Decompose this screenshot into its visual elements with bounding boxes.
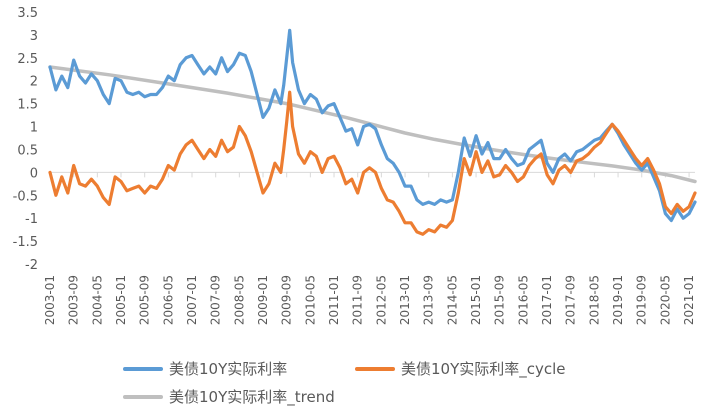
- x-tick-label: 2006-05: [161, 275, 175, 325]
- legend-label-cycle: 美债10Y实际利率_cycle: [401, 360, 566, 378]
- legend-item-real-rate: 美债10Y实际利率: [123, 358, 287, 379]
- x-tick-label: 2004-05: [90, 275, 104, 325]
- x-tick-label: 2011-01: [327, 275, 341, 325]
- series-line-trend: [48, 65, 697, 184]
- series-line-real-rate: [48, 28, 697, 223]
- x-tick-label: 2005-09: [138, 275, 152, 325]
- x-tick-label: 2015-01: [469, 275, 483, 325]
- x-tick-label: 2020-05: [658, 275, 672, 325]
- legend-item-trend: 美债10Y实际利率_trend: [123, 386, 335, 407]
- legend-item-cycle: 美债10Y实际利率_cycle: [355, 358, 566, 379]
- x-tick-label: 2005-01: [114, 275, 128, 325]
- y-tick-label: -1: [25, 212, 38, 227]
- x-tick-label: 2021-01: [682, 275, 696, 325]
- legend-swatch-cycle: [355, 366, 395, 371]
- x-tick-label: 2019-09: [635, 275, 649, 325]
- x-tick-label: 2019-01: [611, 275, 625, 325]
- line-chart: 3.532.521.510.50-0.5-1-1.5-2 2003-01 2003…: [13, 6, 697, 325]
- x-tick-label: 2003-01: [43, 275, 57, 325]
- x-tick-label: 2007-01: [185, 275, 199, 325]
- x-tick-label: 2014-05: [445, 275, 459, 325]
- x-tick-label: 2017-09: [564, 275, 578, 325]
- x-tick-label: 2010-05: [303, 275, 317, 325]
- legend-label-real-rate: 美债10Y实际利率: [169, 360, 288, 378]
- x-tick-label: 2015-09: [493, 275, 507, 325]
- series-layer: [48, 28, 697, 236]
- y-tick-label: -1.5: [13, 235, 38, 250]
- x-axis: 2003-01 2003-09 2004-05 2005-01 2005-09 2006-…: [43, 172, 696, 325]
- x-tick-label: 2008-05: [232, 275, 246, 325]
- y-tick-label: -0.5: [13, 189, 38, 204]
- y-tick-label: -2: [25, 258, 38, 273]
- x-tick-label: 2013-01: [398, 275, 412, 325]
- x-tick-label: 2012-05: [374, 275, 388, 325]
- x-tick-label: 2011-09: [351, 275, 365, 325]
- y-tick-label: 1: [30, 121, 38, 136]
- legend-swatch-trend: [123, 394, 163, 399]
- y-tick-label: 0.5: [17, 143, 38, 158]
- x-tick-label: 2017-01: [540, 275, 554, 325]
- x-tick-label: 2009-01: [256, 275, 270, 325]
- y-tick-label: 1.5: [17, 98, 38, 113]
- x-tick-label: 2013-09: [422, 275, 436, 325]
- x-tick-label: 2016-05: [516, 275, 530, 325]
- y-tick-label: 2: [30, 75, 38, 90]
- y-tick-label: 3.5: [17, 6, 38, 21]
- x-tick-label: 2018-05: [587, 275, 601, 325]
- y-axis: 3.5 3 2.5 2 1.5 1 0.5 0 -0.5 -1 -1.5 -2: [13, 6, 38, 273]
- y-tick-label: 2.5: [17, 52, 38, 67]
- series-line-cycle: [48, 90, 697, 236]
- y-tick-label: 0: [30, 166, 38, 181]
- legend-label-trend: 美债10Y实际利率_trend: [169, 388, 335, 406]
- x-tick-label: 2007-09: [209, 275, 223, 325]
- x-tick-label: 2003-09: [67, 275, 81, 325]
- legend: 美债10Y实际利率 美债10Y实际利率_cycle 美债10Y实际利率_tren…: [0, 350, 703, 410]
- x-tick-label: 2009-09: [280, 275, 294, 325]
- legend-swatch-real-rate: [123, 366, 163, 371]
- y-tick-label: 3: [30, 29, 38, 44]
